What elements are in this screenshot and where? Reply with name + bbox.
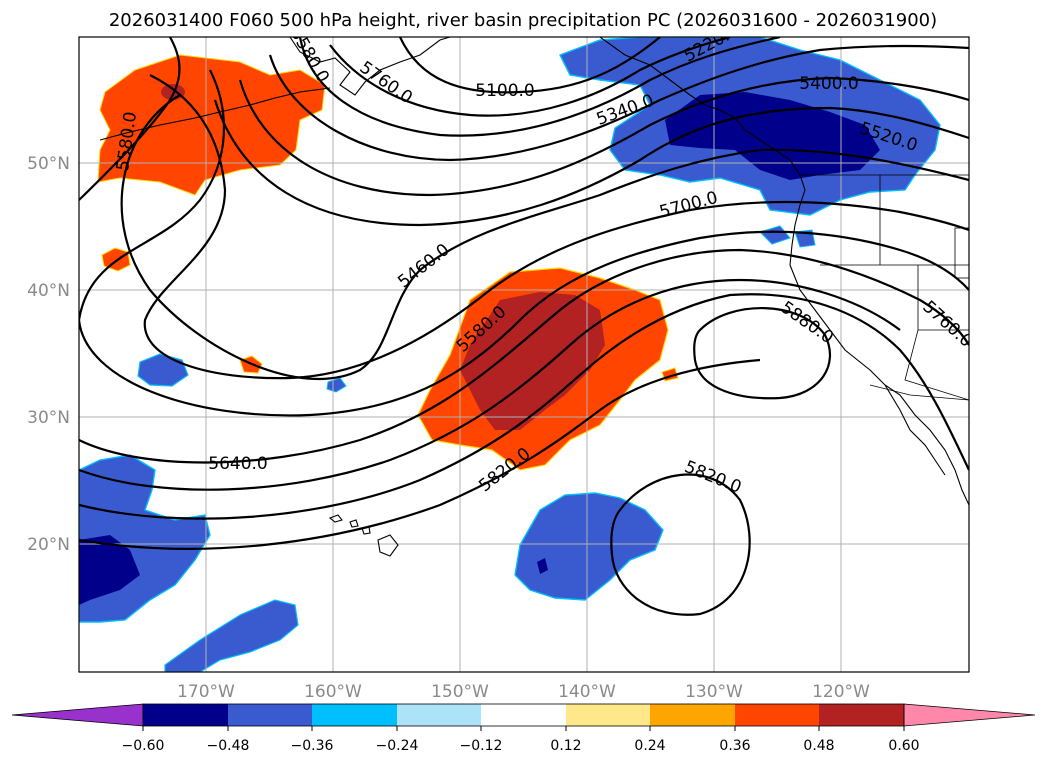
colorbar-segment [481,704,566,726]
contour-5520 [143,74,969,380]
colorbar-tick-label: 0.48 [803,738,834,754]
colorbar-extend-low [11,703,144,727]
colorbar-ticks [142,726,905,731]
colorbar-tick-label: 0.36 [719,738,750,754]
lon-label: 140°W [558,682,616,702]
colorbar-segment [143,704,228,726]
precip-negative-small2 [326,377,347,393]
precip-negative-sw2 [164,599,299,672]
colorbar-segment [397,704,481,726]
contour-label: 5100.0 [475,81,534,101]
contour-5700 [79,278,901,491]
contour-5160 [329,37,731,117]
precip-negative-south [514,492,664,601]
precip-strong-central [460,292,605,430]
contour-label: 5400.0 [799,74,858,94]
lat-label: 50°N [27,154,70,174]
map-title: 2026031400 F060 500 hPa height, river ba… [109,10,937,31]
longitude-labels: 170°W 160°W 150°W 140°W 130°W 120°W [177,682,870,702]
colorbar-segment [228,704,312,726]
mexico-border [869,384,969,401]
colorbar-tick-label: −0.48 [207,738,250,754]
colorbar-segment [312,704,397,726]
colorbar-tick-label: 0.24 [634,738,665,754]
contour-5640 [79,248,969,464]
precip-strong-sw [79,535,140,605]
contour-5280 [268,44,969,162]
contour-5100 [399,37,661,94]
lon-label: 120°W [812,682,870,702]
lon-label: 150°W [431,682,489,702]
colorbar: −0.60 −0.48 −0.36 −0.24 −0.12 0.12 0.24 … [11,703,1036,754]
colorbar-segment [566,704,650,726]
contour-5820 [79,358,761,550]
colorbar-tick-label: 0.60 [888,738,919,754]
lon-label: 170°W [177,682,235,702]
lat-label: 30°N [27,408,70,428]
graticule [79,37,969,672]
contour-5460 [120,94,969,380]
colorbar-tick-label: −0.36 [291,738,334,754]
colorbar-tick-label: −0.24 [376,738,419,754]
contour-label: 5640.0 [208,454,267,474]
lat-label: 40°N [27,281,70,301]
contour-5220 [298,37,781,137]
contour-5760 [79,293,969,520]
contour-5580 [79,37,969,417]
precip-positive-nw [97,54,326,196]
alaska-coast [289,37,451,96]
colorbar-segment [735,704,819,726]
contour-5820-high [610,473,751,616]
hawaii-big-island [377,534,399,557]
us-west-coast [789,204,969,506]
precip-negative-ne-small [759,225,791,245]
borders [800,174,969,401]
map-frame [78,36,970,673]
colorbar-tick-label: 0.12 [550,738,581,754]
colorbar-tick-label: −0.60 [122,738,165,754]
contour-5340 [238,76,969,197]
lon-label: 130°W [685,682,743,702]
latitude-labels: 50°N 40°N 30°N 20°N [27,154,70,555]
lat-label: 20°N [27,535,70,555]
height-contours [79,37,969,616]
precip-strong-ne [665,92,880,180]
colorbar-segment [819,704,904,726]
lon-label: 160°W [304,682,362,702]
baja-coast [884,384,946,476]
contour-5880-high [693,307,831,400]
colorbar-tick-label: −0.12 [460,738,503,754]
contour-5400 [213,99,969,227]
colorbar-outline [142,703,905,727]
precip-strong-south [537,558,548,574]
state-borders [820,175,969,401]
colorbar-extend-high [903,703,1036,727]
colorbar-segment [650,704,735,726]
